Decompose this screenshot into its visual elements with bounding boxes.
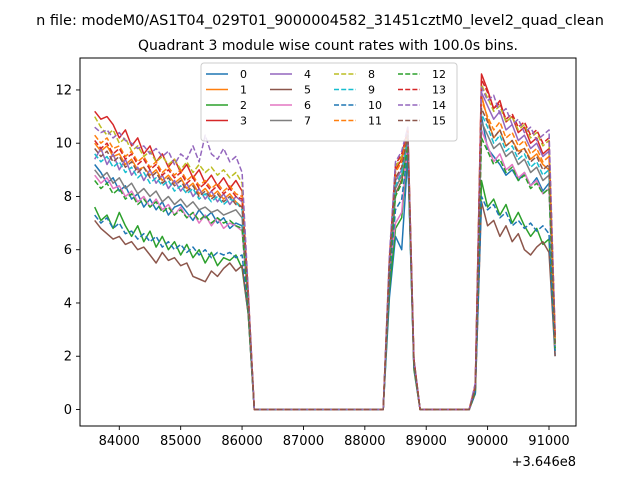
legend-label-4: 4 xyxy=(304,68,311,81)
x-tick-label: 89000 xyxy=(406,434,447,449)
legend-label-15: 15 xyxy=(432,115,446,128)
y-tick-label: 8 xyxy=(64,190,72,205)
legend-label-9: 9 xyxy=(368,84,375,97)
x-tick-label: 84000 xyxy=(99,434,140,449)
legend-label-2: 2 xyxy=(240,99,247,112)
legend-label-6: 6 xyxy=(304,99,311,112)
chart-title: Quadrant 3 module wise count rates with … xyxy=(138,38,518,54)
figure-suptitle: n file: modeM0/AS1T04_029T01_9000004582_… xyxy=(36,13,604,29)
legend-label-8: 8 xyxy=(368,68,375,81)
legend-label-0: 0 xyxy=(240,68,247,81)
series-line-15 xyxy=(94,107,556,411)
legend-label-3: 3 xyxy=(240,115,247,128)
y-tick-label: 2 xyxy=(64,350,72,365)
series-layer xyxy=(94,73,556,411)
legend-label-7: 7 xyxy=(304,115,311,128)
x-offset-label: +3.646e8 xyxy=(512,455,576,470)
legend-box xyxy=(200,62,458,142)
legend-label-11: 11 xyxy=(368,115,382,128)
x-tick-label: 91000 xyxy=(528,434,569,449)
x-tick-label: 87000 xyxy=(283,434,324,449)
plot-area xyxy=(79,57,577,427)
y-tick-label: 0 xyxy=(64,403,72,418)
legend-label-1: 1 xyxy=(240,84,247,97)
y-tick-label: 10 xyxy=(55,137,72,152)
legend-label-10: 10 xyxy=(368,99,382,112)
series-line-10 xyxy=(94,150,556,411)
y-tick-label: 6 xyxy=(64,243,72,258)
legend-label-12: 12 xyxy=(432,68,446,81)
legend-label-5: 5 xyxy=(304,84,311,97)
legend-label-13: 13 xyxy=(432,84,446,97)
x-axis: 84000 85000 86000 87000 88000 89000 90000 91000 xyxy=(99,426,570,449)
x-tick-label: 85000 xyxy=(160,434,201,449)
y-axis: 0 2 4 6 8 10 12 xyxy=(55,83,80,418)
x-tick-label: 86000 xyxy=(221,434,262,449)
x-tick-label: 90000 xyxy=(467,434,508,449)
y-tick-label: 4 xyxy=(64,296,72,311)
y-tick-label: 12 xyxy=(55,83,72,98)
series-line-8 xyxy=(94,83,556,411)
axes-frame xyxy=(79,57,577,427)
legend-label-14: 14 xyxy=(432,99,446,112)
x-tick-label: 88000 xyxy=(344,434,385,449)
